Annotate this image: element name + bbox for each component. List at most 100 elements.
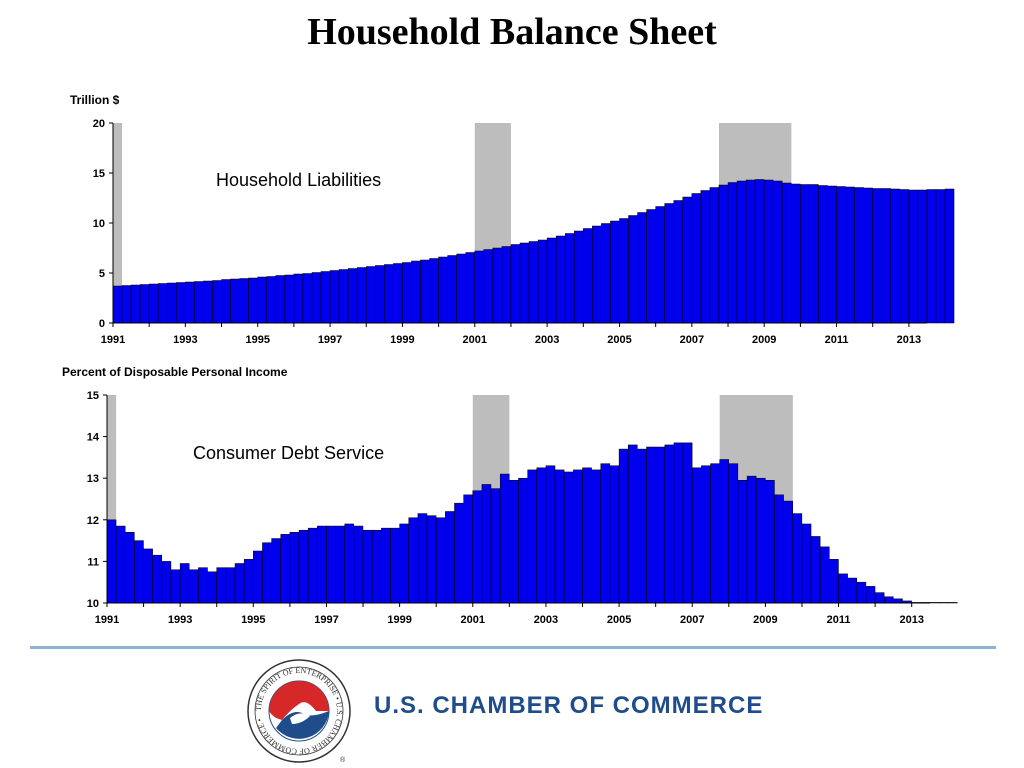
data-bar <box>745 179 756 324</box>
data-bar <box>646 446 656 604</box>
data-bar <box>335 525 345 604</box>
data-bar <box>574 230 584 324</box>
chart-annotation: Household Liabilities <box>216 170 381 190</box>
data-bar <box>417 513 428 604</box>
data-bar <box>609 465 620 604</box>
data-bar <box>284 274 295 324</box>
data-bar <box>710 463 720 604</box>
chart-annotation: Consumer Debt Service <box>193 443 384 463</box>
data-bar <box>701 465 711 604</box>
data-bar <box>528 241 539 324</box>
recession-band <box>107 395 117 603</box>
data-bar <box>239 278 249 324</box>
data-bar <box>399 523 409 604</box>
data-bar <box>791 183 801 324</box>
x-tick-label: 2009 <box>752 334 776 346</box>
x-tick-label: 1991 <box>95 614 119 626</box>
data-bar <box>682 196 692 324</box>
x-tick-label: 1997 <box>314 614 338 626</box>
data-bar <box>527 469 537 604</box>
organization-name: U.S. CHAMBER OF COMMERCE <box>374 692 764 719</box>
data-bar <box>682 442 693 604</box>
y-tick-label: 13 <box>87 473 99 485</box>
data-bar <box>161 561 172 604</box>
data-bar <box>234 563 245 604</box>
data-bar <box>198 567 208 604</box>
data-bar <box>225 567 236 604</box>
data-bar <box>845 186 855 324</box>
x-tick-label: 2005 <box>607 334 631 346</box>
data-bar <box>926 189 937 324</box>
data-bar <box>737 480 748 604</box>
data-bar <box>253 550 263 604</box>
data-bar <box>326 525 336 604</box>
data-bar <box>390 527 400 604</box>
data-bar <box>810 536 821 604</box>
data-bar <box>664 444 675 604</box>
data-bar <box>492 247 503 324</box>
data-bar <box>938 602 949 604</box>
data-bar <box>555 235 566 324</box>
data-bar <box>262 542 272 604</box>
data-bar <box>619 218 629 324</box>
data-bar <box>353 525 364 604</box>
data-bar <box>754 179 765 324</box>
data-bar <box>447 255 457 324</box>
data-bar <box>592 225 602 324</box>
data-bar <box>899 189 910 324</box>
data-bar <box>275 275 285 324</box>
data-bar <box>829 559 839 604</box>
x-tick-label: 1993 <box>173 334 197 346</box>
data-bar <box>917 189 928 324</box>
data-bar <box>719 459 729 604</box>
data-bar <box>216 567 227 604</box>
y-tick-label: 12 <box>87 515 99 527</box>
data-bar <box>266 276 276 324</box>
data-bar <box>167 282 177 324</box>
data-bar <box>774 494 784 604</box>
data-bar <box>445 511 455 604</box>
data-bar <box>130 284 141 324</box>
data-bar <box>564 233 575 324</box>
data-bar <box>772 180 783 324</box>
data-bar <box>317 525 327 604</box>
data-bar <box>573 469 583 604</box>
data-bar <box>112 285 123 324</box>
data-bar <box>139 284 150 324</box>
data-bar <box>646 209 656 324</box>
data-bar <box>545 465 556 604</box>
data-bar <box>375 265 385 324</box>
data-bar <box>456 253 466 324</box>
data-bar <box>627 444 638 604</box>
data-bar <box>801 523 812 604</box>
recession-band <box>113 123 123 323</box>
data-bar <box>463 494 473 604</box>
data-bar <box>809 184 819 324</box>
data-bar <box>230 278 240 324</box>
data-bar <box>257 276 267 324</box>
data-bar <box>890 188 901 324</box>
data-bar <box>148 283 159 324</box>
data-bar <box>176 282 186 324</box>
data-bar <box>700 190 711 324</box>
svg-text:®: ® <box>340 756 346 764</box>
data-bar <box>293 273 304 324</box>
data-bar <box>865 586 876 604</box>
data-bar <box>655 446 665 604</box>
data-bar <box>537 239 548 324</box>
household-liabilities-chart: Trillion $ 0 5 10 15 20 1991 1993 1995 1997 1999 2… <box>70 93 955 346</box>
data-bar <box>673 200 683 324</box>
data-bar <box>664 203 674 324</box>
data-bar <box>820 546 830 604</box>
data-bar <box>836 186 846 324</box>
data-bar <box>408 517 419 604</box>
data-bar <box>746 475 757 604</box>
x-tick-label: 2013 <box>897 334 921 346</box>
x-tick-label: 1991 <box>101 334 125 346</box>
data-bar <box>854 187 864 324</box>
data-bar <box>600 463 611 604</box>
data-bar <box>519 242 530 324</box>
data-bar <box>490 488 501 604</box>
y-unit-label: Trillion $ <box>70 93 120 107</box>
data-bar <box>320 271 331 324</box>
